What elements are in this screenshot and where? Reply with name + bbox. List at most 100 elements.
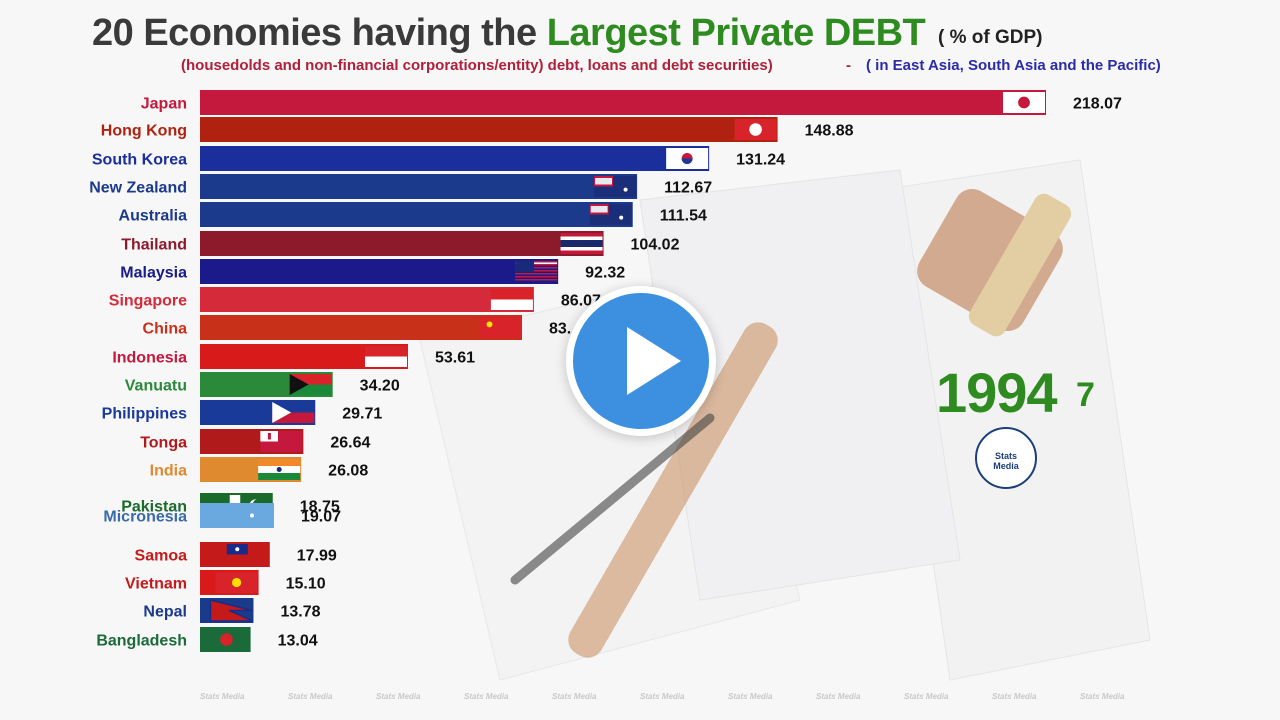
bar: [200, 287, 534, 312]
value-label: 17.99: [297, 548, 337, 565]
flag-philippines-icon: [272, 402, 315, 423]
category-label: New Zealand: [89, 180, 187, 197]
bar: [200, 315, 522, 340]
bar-group-india: India 26.08: [150, 457, 368, 482]
year-label: 1994: [936, 361, 1058, 424]
watermark-text: Stats Media: [728, 692, 773, 701]
flag-vietnam-icon: [215, 572, 258, 593]
flag-singapore-icon: [490, 289, 533, 310]
bar-group-philippines: Philippines 29.71: [102, 400, 382, 425]
category-label: China: [143, 321, 188, 338]
bar-group-vietnam: Vietnam 15.10: [125, 570, 326, 595]
category-label: Singapore: [109, 293, 187, 310]
category-label: Pakistan: [121, 499, 187, 516]
bar: [200, 174, 638, 199]
bar-group-nepal: Nepal 13.78: [143, 598, 321, 623]
chart-subtitle: (housedolds and non-financial corporatio…: [181, 57, 773, 74]
bar-group-hong-kong: Hong Kong 148.88: [101, 117, 854, 142]
category-label: Micronesia: [103, 509, 187, 526]
gavel-icon: [568, 188, 1072, 658]
watermark-text: Stats Media: [904, 692, 949, 701]
value-label: 26.08: [328, 463, 368, 480]
category-label: Australia: [119, 208, 188, 225]
watermark-text: Stats Media: [288, 692, 333, 701]
category-label: Nepal: [143, 604, 187, 621]
flag-nepal-icon: [209, 599, 253, 622]
bar-group-china: China 83.: [143, 315, 571, 340]
value-label: 19.07: [301, 509, 341, 526]
value-label: 111.54: [660, 208, 707, 225]
play-icon: [627, 327, 681, 395]
flag-thailand-icon: [560, 233, 603, 254]
flag-tonga-icon: [260, 431, 303, 452]
watermark-text: Stats Media: [992, 692, 1037, 701]
title-accent: Largest Private DEBT: [546, 12, 926, 54]
value-label: 26.64: [330, 435, 370, 452]
category-label: Japan: [141, 96, 187, 113]
bar-group-micronesia: Micronesia 19.07: [103, 503, 341, 528]
flag-bangladesh-icon: [207, 629, 250, 650]
year-fraction-label: 7: [1076, 376, 1095, 414]
bar-group-japan: Japan 218.07: [141, 90, 1122, 115]
logo-text: Stats Media: [993, 451, 1019, 471]
flag-india-icon: [258, 459, 301, 480]
flag-new-zealand-icon: [594, 176, 637, 197]
flag-south-korea-icon: [666, 148, 709, 169]
watermark-text: Stats Media: [1080, 692, 1125, 701]
value-label: 53.61: [435, 350, 475, 367]
category-label: Malaysia: [120, 265, 187, 282]
flag-hong-kong-icon: [734, 119, 777, 140]
category-label: Vanuatu: [125, 378, 187, 395]
region-label: ( in East Asia, South Asia and the Pacif…: [866, 57, 1161, 74]
category-label: Vietnam: [125, 576, 187, 593]
value-label: 29.71: [342, 406, 382, 423]
bar: [200, 231, 604, 256]
value-label: 18.75: [300, 499, 340, 516]
value-label: 13.04: [278, 633, 318, 650]
category-label: Philippines: [102, 406, 187, 423]
category-label: Bangladesh: [96, 633, 187, 650]
value-label: 218.07: [1073, 96, 1122, 113]
bar: [200, 202, 633, 227]
bar-group-new-zealand: New Zealand 112.67: [89, 174, 712, 199]
bar: [200, 146, 710, 171]
category-label: Thailand: [121, 237, 187, 254]
watermark-text: Stats Media: [552, 692, 597, 701]
value-label: 13.78: [280, 604, 320, 621]
bar-group-south-korea: South Korea 131.24: [92, 146, 785, 171]
category-label: South Korea: [92, 152, 187, 169]
bar-group-singapore: Singapore 86.07: [109, 287, 601, 312]
pen-icon: [510, 413, 715, 585]
watermark-text: Stats Media: [376, 692, 421, 701]
flag-vanuatu-icon: [289, 374, 332, 395]
bar: [200, 90, 1046, 115]
flag-samoa-icon: [226, 544, 269, 565]
bar-group-indonesia: Indonesia 53.61: [112, 344, 475, 369]
category-label: Indonesia: [112, 350, 187, 367]
category-label: Tonga: [140, 435, 187, 452]
play-button[interactable]: [566, 286, 716, 436]
stats-media-logo: Stats Media: [975, 427, 1037, 489]
bar-group-vanuatu: Vanuatu 34.20: [125, 372, 400, 397]
bar: [200, 117, 778, 142]
flag-japan-icon: [1003, 92, 1045, 113]
bar: [200, 259, 559, 284]
value-label: 83.: [549, 321, 571, 338]
watermark-row: Stats Media Stats Media Stats Media Stats M…: [200, 692, 1160, 704]
value-label: 15.10: [286, 576, 326, 593]
flag-australia-icon: [589, 204, 632, 225]
value-label: 112.67: [664, 180, 712, 197]
category-label: Samoa: [135, 548, 188, 565]
flag-malaysia-icon: [515, 261, 558, 281]
bar-group-malaysia: Malaysia 92.32: [120, 259, 625, 284]
value-label: 34.20: [360, 378, 400, 395]
value-label: 104.02: [631, 237, 680, 254]
watermark-text: Stats Media: [200, 692, 245, 701]
value-label: 148.88: [805, 123, 854, 140]
watermark-text: Stats Media: [640, 692, 685, 701]
category-label: Hong Kong: [101, 123, 187, 140]
watermark-text: Stats Media: [464, 692, 509, 701]
flag-micronesia-icon: [230, 505, 273, 526]
